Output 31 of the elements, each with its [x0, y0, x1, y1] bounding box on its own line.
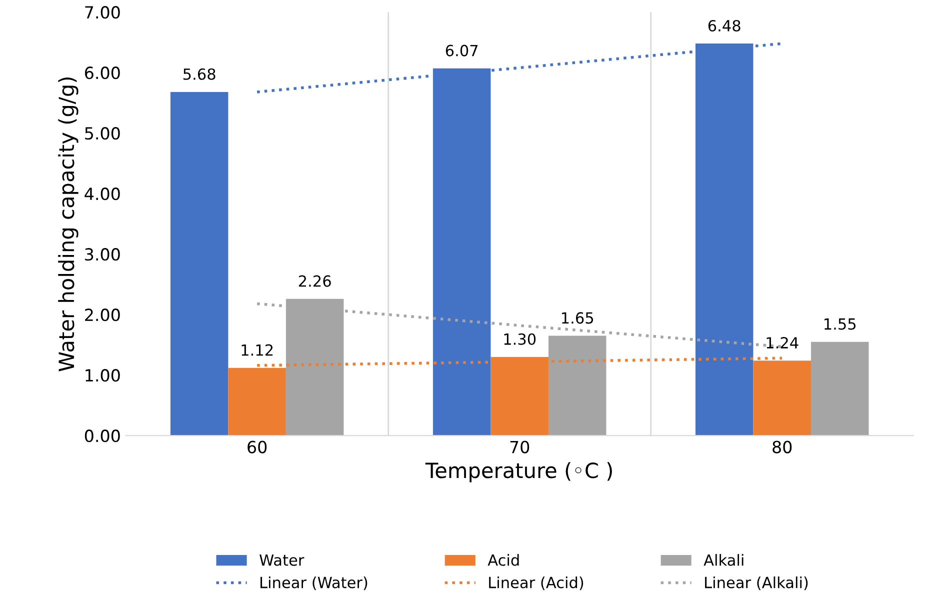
- bar: [170, 92, 228, 436]
- data-label: 1.24: [766, 336, 798, 348]
- legend-label: Water: [260, 554, 304, 566]
- data-label: 1.30: [504, 333, 536, 345]
- x-tick-label: 70: [510, 440, 530, 454]
- legend-label: Alkali: [704, 554, 744, 566]
- y-tick-label: 3.00: [85, 248, 120, 261]
- x-axis-title: Temperature (◦C ): [425, 462, 612, 482]
- legend-label: Linear (Water): [260, 576, 368, 590]
- legend-label: Linear (Alkali): [705, 576, 808, 590]
- y-tick-label: 6.00: [85, 66, 120, 80]
- y-tick-label: 1.00: [86, 369, 120, 382]
- data-label: 2.26: [298, 275, 331, 287]
- y-tick-label: 0.00: [84, 430, 120, 442]
- y-tick-label: 7.00: [85, 6, 120, 19]
- legend-label: Linear (Acid): [489, 576, 584, 590]
- data-label: 6.07: [446, 44, 478, 56]
- bar: [810, 342, 869, 436]
- data-label: 1.55: [824, 318, 856, 330]
- data-label: 5.68: [183, 68, 216, 80]
- data-label: 6.48: [708, 20, 740, 32]
- x-tick-label: 80: [772, 440, 792, 454]
- y-tick-label: 2.00: [85, 308, 120, 322]
- bar: [548, 336, 606, 436]
- legend-label: Acid: [488, 554, 519, 566]
- data-label: 1.65: [562, 312, 594, 324]
- x-tick-label: 60: [248, 440, 267, 454]
- y-axis-title: Water holding capacity (g/g): [58, 77, 78, 372]
- y-tick-label: 5.00: [85, 127, 120, 140]
- y-tick-label: 4.00: [84, 188, 120, 200]
- data-label: 1.12: [242, 344, 273, 356]
